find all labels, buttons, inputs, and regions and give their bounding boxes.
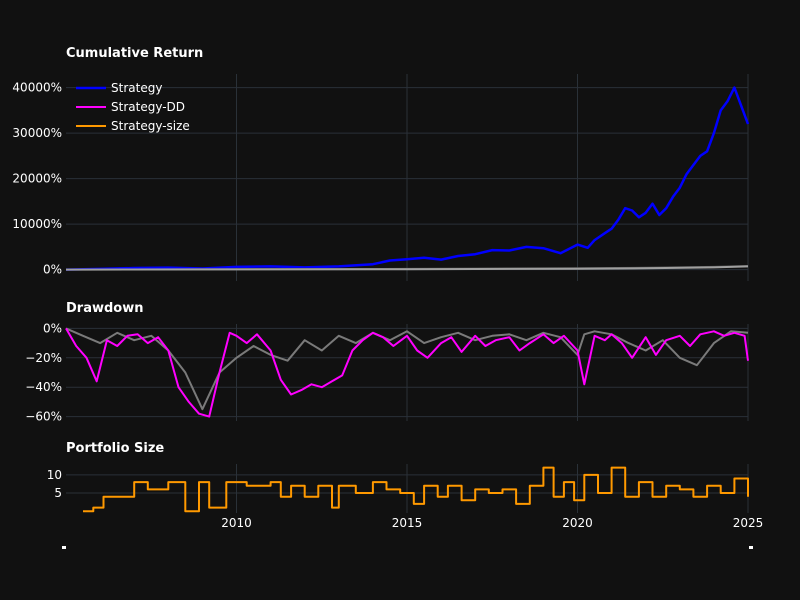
y-tick-label: 0% bbox=[43, 321, 62, 335]
portfolio-size-panel: 510 bbox=[47, 464, 749, 513]
legend-label-strategy-dd[interactable]: Strategy-DD bbox=[111, 100, 185, 114]
x-axis: 2010 2015 2020 2025 bbox=[221, 516, 763, 530]
y-tick-label: 20000% bbox=[12, 172, 62, 186]
legend-label-strategy[interactable]: Strategy bbox=[111, 81, 162, 95]
panel-title-drawdown: Drawdown bbox=[66, 301, 144, 316]
x-tick-label-2025: 2025 bbox=[733, 516, 764, 530]
range-slider-left-handle[interactable] bbox=[62, 546, 66, 549]
x-tick-label-2015: 2015 bbox=[392, 516, 423, 530]
y-tick-label: −20% bbox=[25, 351, 62, 365]
range-slider-right-handle[interactable] bbox=[749, 546, 753, 549]
y-tick-label: 5 bbox=[54, 486, 62, 500]
cumulative-return-panel: 0% 10000% 20000% 30000% 40000% bbox=[12, 74, 750, 281]
y-tick-label: 10000% bbox=[12, 217, 62, 231]
drawdown-panel: 0% −20% −40% −60% bbox=[25, 321, 749, 424]
panel-title-cumulative-return: Cumulative Return bbox=[66, 46, 203, 61]
series-line-0-0 bbox=[65, 86, 750, 271]
x-tick-label-2010: 2010 bbox=[221, 516, 252, 530]
y-tick-label: 0% bbox=[43, 263, 62, 277]
legend-label-strategy-size[interactable]: Strategy-size bbox=[111, 119, 190, 133]
y-tick-label: 30000% bbox=[12, 126, 62, 140]
series-line-2-0 bbox=[83, 466, 749, 513]
legend[interactable]: Strategy Strategy-DD Strategy-size bbox=[76, 81, 190, 133]
series-line-1-1 bbox=[65, 327, 749, 418]
series-line-1-0 bbox=[65, 327, 749, 411]
y-tick-label: 10 bbox=[47, 468, 62, 482]
panel-title-portfolio-size: Portfolio Size bbox=[66, 441, 164, 456]
x-tick-label-2020: 2020 bbox=[562, 516, 593, 530]
y-tick-label: 40000% bbox=[12, 81, 62, 95]
series-line-0-2 bbox=[65, 265, 749, 271]
y-tick-label: −60% bbox=[25, 410, 62, 424]
y-tick-label: −40% bbox=[25, 380, 62, 394]
